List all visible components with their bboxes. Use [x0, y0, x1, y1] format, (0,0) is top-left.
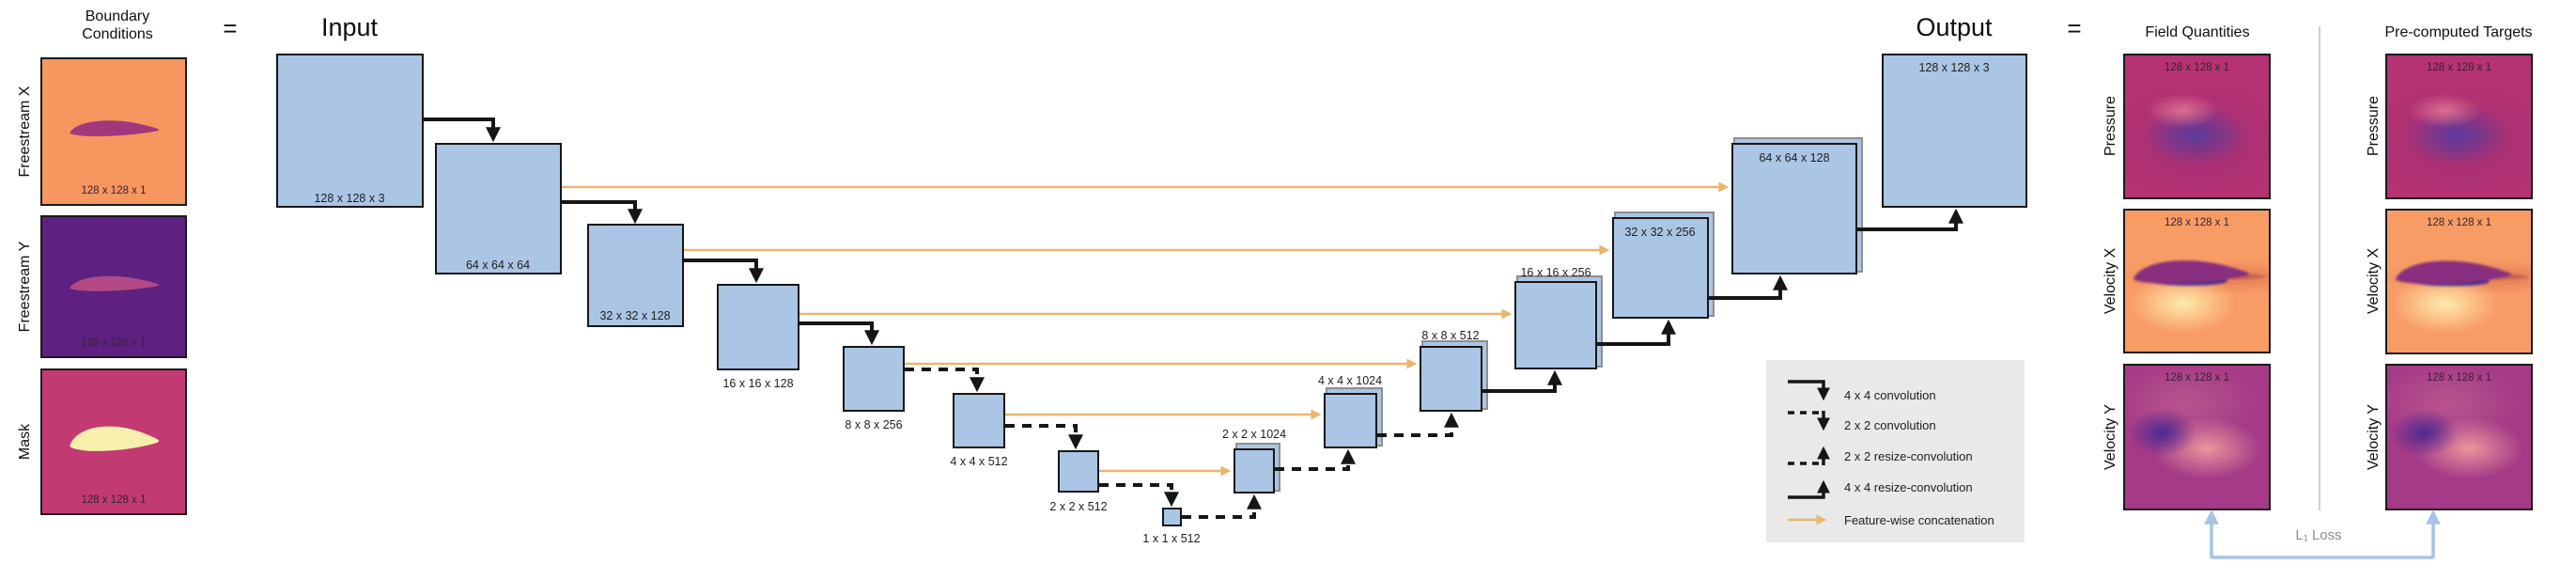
legend-item-2x2-convolution: 2 x 2 convolution — [1844, 418, 1936, 432]
field-velocity-y-image: 128 x 128 x 1 — [2123, 364, 2271, 510]
freestream-y-label: Freestream Y — [17, 241, 33, 333]
equals-sign-right: = — [2067, 14, 2082, 42]
block-size-label: 1 x 1 x 512 — [1142, 532, 1201, 545]
field-velocity-x-label: Velocity X — [2103, 247, 2118, 315]
conv-2x2-arrows — [905, 368, 1179, 508]
unet-block-dec-64 — [1731, 143, 1857, 274]
block-size-label: 8 x 8 x 512 — [1421, 329, 1480, 342]
equals-sign-left: = — [223, 14, 238, 42]
unet-block-bottleneck-1 — [1162, 508, 1182, 526]
unet-block-enc-64 — [435, 143, 562, 274]
freestream-x-image: 128 x 128 x 1 — [40, 57, 187, 206]
legend-item-feature-concatenation: Feature-wise concatenation — [1844, 513, 1994, 527]
unet-block-dec-2 — [1234, 448, 1275, 494]
target-velocity-x-image: 128 x 128 x 1 — [2385, 209, 2533, 354]
field-velocity-y-label: Velocity Y — [2103, 404, 2118, 470]
image-size-caption: 128 x 128 x 1 — [2164, 62, 2230, 73]
legend-item-2x2-resize-convolution: 2 x 2 resize-convolution — [1844, 449, 1973, 463]
unet-block-enc-2 — [1058, 450, 1099, 493]
unet-block-enc-16 — [717, 284, 799, 370]
image-size-caption: 128 x 128 x 1 — [2426, 372, 2492, 384]
target-velocity-y-label: Velocity Y — [2366, 404, 2382, 470]
airfoil-flow-icon — [2133, 260, 2267, 286]
unet-block-dec-32 — [1612, 217, 1709, 319]
target-velocity-x-label: Velocity X — [2366, 247, 2382, 315]
unet-block-enc-4 — [953, 393, 1005, 448]
legend-item-4x4-resize-convolution: 4 x 4 resize-convolution — [1844, 480, 1973, 494]
block-size-label: 64 x 64 x 128 — [1759, 151, 1830, 164]
block-size-label: 16 x 16 x 256 — [1520, 266, 1591, 279]
image-size-caption: 128 x 128 x 1 — [81, 337, 147, 349]
airfoil-silhouette-icon — [70, 120, 159, 136]
block-size-label: 2 x 2 x 512 — [1049, 500, 1108, 513]
airfoil-flow-icon — [2395, 260, 2529, 287]
output-title: Output — [1916, 13, 1993, 41]
block-size-label: 128 x 128 x 3 — [1918, 61, 1990, 74]
block-size-label: 64 x 64 x 64 — [465, 258, 531, 272]
mask-image: 128 x 128 x 1 — [40, 368, 187, 515]
block-size-label: 32 x 32 x 256 — [1624, 226, 1696, 239]
block-size-label: 16 x 16 x 128 — [722, 377, 794, 390]
unet-block-dec-8 — [1420, 346, 1482, 412]
image-size-caption: 128 x 128 x 1 — [2426, 62, 2492, 73]
field-pressure-image: 128 x 128 x 1 — [2123, 54, 2271, 199]
unet-block-dec-16 — [1514, 281, 1597, 369]
image-size-caption: 128 x 128 x 1 — [2426, 217, 2492, 228]
input-title: Input — [320, 13, 379, 41]
block-size-label: 8 x 8 x 256 — [845, 418, 903, 431]
boundary-conditions-title: Boundary Conditions — [82, 8, 153, 42]
image-size-caption: 128 x 128 x 1 — [2164, 372, 2230, 384]
unet-block-enc-32 — [587, 224, 684, 327]
target-pressure-image: 128 x 128 x 1 — [2385, 54, 2533, 199]
block-size-label: 32 x 32 x 128 — [599, 309, 671, 322]
image-size-caption: 128 x 128 x 1 — [2164, 217, 2230, 228]
legend-box — [1766, 360, 2025, 542]
unet-block-dec-4 — [1324, 393, 1377, 448]
image-size-caption: 128 x 128 x 1 — [81, 185, 147, 196]
target-velocity-y-image: 128 x 128 x 1 — [2385, 364, 2533, 510]
airfoil-silhouette-icon — [70, 426, 159, 451]
block-size-label: 2 x 2 x 1024 — [1221, 428, 1287, 441]
block-size-label: 128 x 128 x 3 — [314, 192, 385, 205]
l1-loss-label: L₁ Loss — [2295, 527, 2342, 543]
field-pressure-label: Pressure — [2103, 95, 2118, 157]
unet-block-enc-8 — [843, 346, 905, 412]
field-quantities-title: Field Quantities — [2145, 24, 2250, 40]
unet-block-input — [276, 54, 424, 208]
mask-label: Mask — [17, 423, 33, 461]
airfoil-silhouette-icon — [70, 275, 159, 291]
freestream-y-image: 128 x 128 x 1 — [40, 215, 187, 358]
block-size-label: 4 x 4 x 1024 — [1317, 374, 1383, 387]
block-size-label: 4 x 4 x 512 — [950, 455, 1008, 468]
unet-block-output — [1882, 54, 2027, 208]
legend-item-4x4-convolution: 4 x 4 convolution — [1844, 388, 1936, 402]
precomputed-targets-title: Pre-computed Targets — [2384, 24, 2533, 40]
freestream-x-label: Freestream X — [17, 86, 33, 178]
field-velocity-x-image: 128 x 128 x 1 — [2123, 209, 2271, 353]
image-size-caption: 128 x 128 x 1 — [81, 494, 147, 506]
target-pressure-label: Pressure — [2366, 95, 2382, 157]
